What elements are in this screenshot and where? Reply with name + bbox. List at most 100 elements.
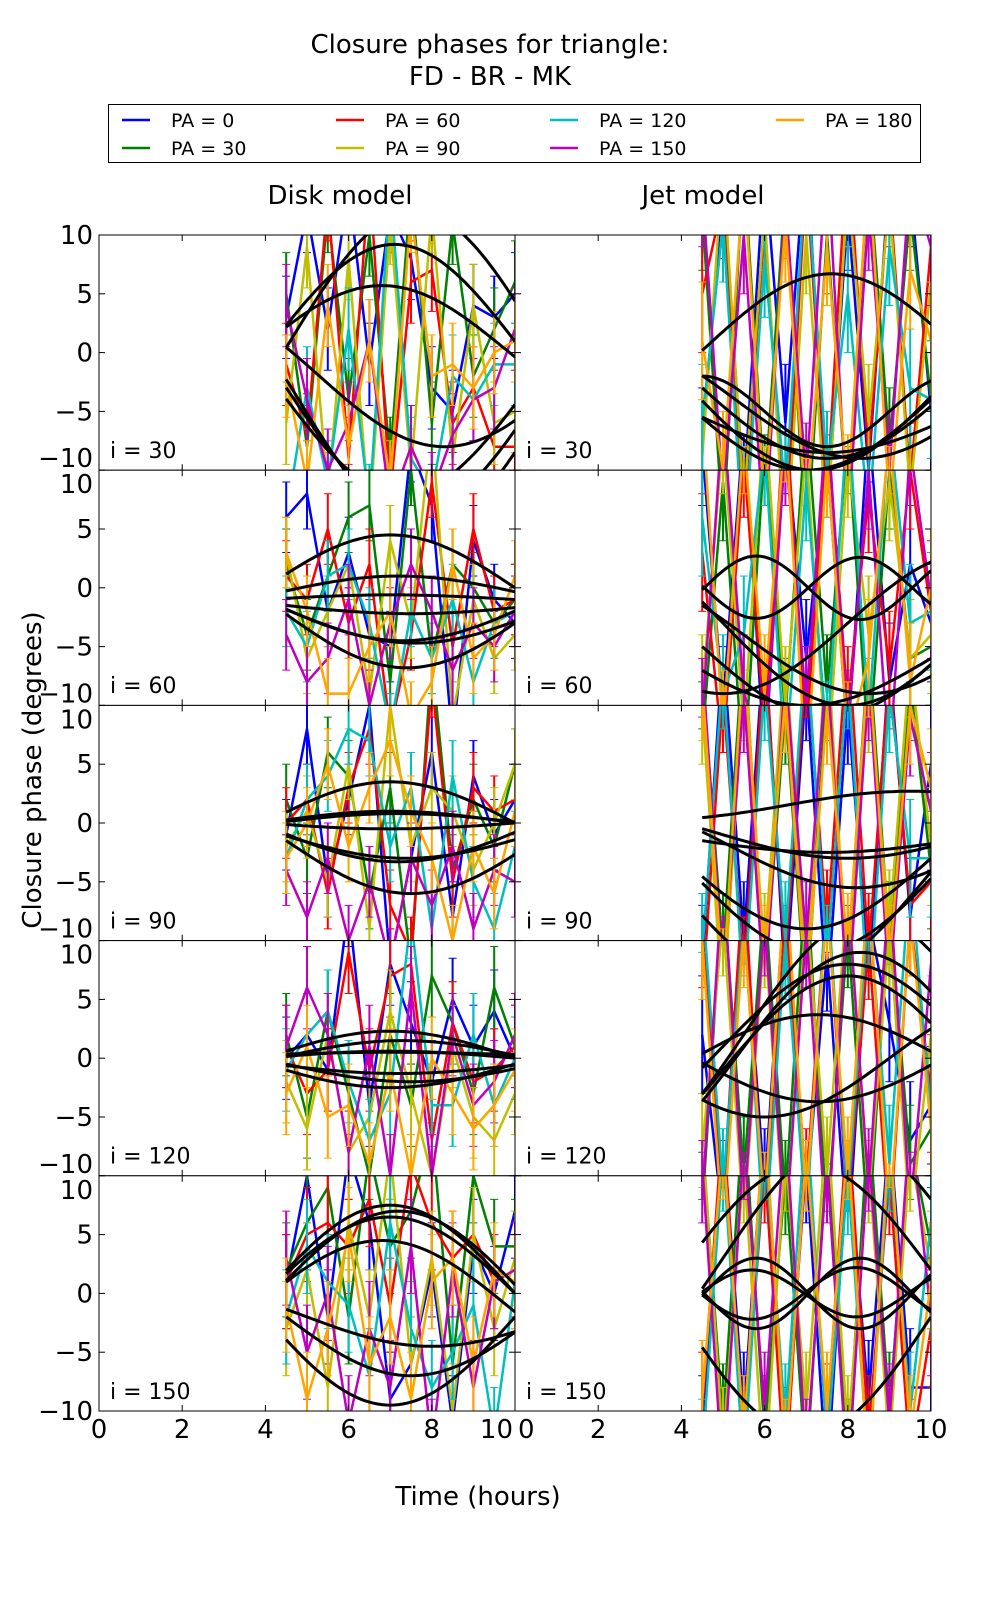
legend-label: PA = 180 (825, 110, 913, 132)
model-curve (285, 1203, 515, 1295)
model-curve (701, 871, 931, 941)
model-curve (285, 242, 515, 343)
panel-jet-row-0 (515, 235, 931, 471)
inclination-label: i = 60 (526, 674, 593, 699)
model-curve (701, 1013, 931, 1056)
model-curve (701, 827, 931, 860)
y-tick-label: −10 (38, 1150, 93, 1180)
data-line (700, 235, 931, 471)
y-tick-label: 10 (60, 941, 93, 971)
model-curve (701, 830, 931, 890)
model-curve (285, 1209, 515, 1286)
panel-disk-row-3 (99, 940, 515, 1176)
data-line (284, 470, 515, 706)
model-curve (700, 1175, 931, 1290)
y-tick-label: 5 (76, 280, 93, 310)
model-curve (285, 613, 515, 670)
model-curve (286, 812, 515, 824)
series-pa180 (282, 705, 515, 941)
model-curve (701, 839, 931, 854)
model-curve (701, 1027, 931, 1119)
model-curve (701, 374, 931, 460)
panels: i = 30 −10 −5 0 5 10 i = 60 −10 −5 0 5 10 i = 90 −10 −… (38, 221, 947, 1445)
model-curve (701, 554, 931, 622)
x-tick-label: 2 (590, 1415, 607, 1445)
inclination-label: i = 150 (110, 1380, 191, 1405)
model-curve (702, 789, 931, 820)
data-line (285, 552, 515, 706)
panel-disk-row-1 (99, 470, 515, 706)
legend-label: PA = 0 (171, 110, 234, 132)
data-line (702, 940, 931, 1176)
model-curve (286, 593, 515, 602)
y-tick-label: 10 (60, 705, 93, 735)
panel-disk-row-2 (99, 705, 515, 941)
model-curve (285, 834, 515, 860)
model-curve (701, 1268, 931, 1319)
y-tick-label: 5 (76, 750, 93, 780)
data-line (700, 1175, 931, 1412)
series-pa180 (698, 235, 931, 471)
model-curve (285, 608, 515, 645)
model-curve (286, 1050, 515, 1057)
x-tick-label: 10 (480, 1415, 513, 1445)
inclination-label: i = 30 (526, 439, 593, 464)
model-curve (701, 962, 931, 1069)
model-curve (701, 272, 931, 352)
inclination-label: i = 150 (526, 1380, 607, 1405)
model-curve (286, 821, 515, 831)
data-line (704, 235, 931, 471)
data-line (285, 842, 515, 941)
y-tick-label: −5 (55, 868, 93, 898)
legend-label: PA = 150 (599, 138, 687, 160)
data-line (292, 235, 515, 471)
y-tick-label: 5 (76, 1221, 93, 1251)
x-tick-label: 4 (257, 1415, 274, 1445)
data-line (285, 727, 515, 933)
legend-label: PA = 90 (385, 138, 460, 160)
model-curve (701, 1265, 931, 1321)
x-tick-label: 2 (174, 1415, 191, 1445)
series-pa150 (698, 940, 931, 1176)
data-line (701, 470, 931, 706)
inclination-label: i = 120 (110, 1145, 191, 1170)
data-line (284, 1246, 515, 1412)
y-tick-label: −5 (55, 633, 93, 663)
data-line (284, 305, 515, 471)
column-title-jet: Jet model (639, 181, 764, 211)
data-line (704, 470, 931, 706)
y-tick-label: −10 (38, 1397, 93, 1427)
inclination-label: i = 120 (526, 1145, 607, 1170)
model-curve (285, 574, 515, 594)
model-curve (701, 645, 931, 706)
x-tick-label: 0 (91, 1415, 108, 1445)
y-tick-label: −10 (38, 444, 93, 474)
data-line (284, 235, 515, 471)
x-tick-label: 6 (756, 1415, 773, 1445)
inclination-label: i = 60 (110, 674, 177, 699)
model-curve (701, 386, 931, 460)
panel-jet-row-3 (515, 940, 931, 1176)
model-curve (701, 940, 931, 1095)
y-tick-label: −10 (38, 915, 93, 945)
model-curve (285, 1215, 515, 1295)
model-curve (285, 533, 515, 590)
y-tick-label: −5 (55, 397, 93, 427)
model-curve (285, 780, 515, 825)
data-line (285, 1175, 515, 1412)
model-curve (702, 374, 931, 449)
model-curve (701, 857, 931, 931)
x-tick-label: 0 (518, 1415, 535, 1445)
data-line (284, 1234, 515, 1400)
y-tick-label: 0 (76, 574, 93, 604)
column-title-disk: Disk model (267, 181, 412, 211)
data-line (285, 705, 515, 941)
model-curve (701, 974, 931, 1096)
data-line (285, 952, 515, 1141)
data-line (285, 1175, 515, 1306)
model-curve (285, 1315, 515, 1407)
model-curve (286, 1063, 515, 1075)
chart-title-line-2: FD - BR - MK (409, 62, 572, 92)
model-curve (285, 346, 515, 449)
